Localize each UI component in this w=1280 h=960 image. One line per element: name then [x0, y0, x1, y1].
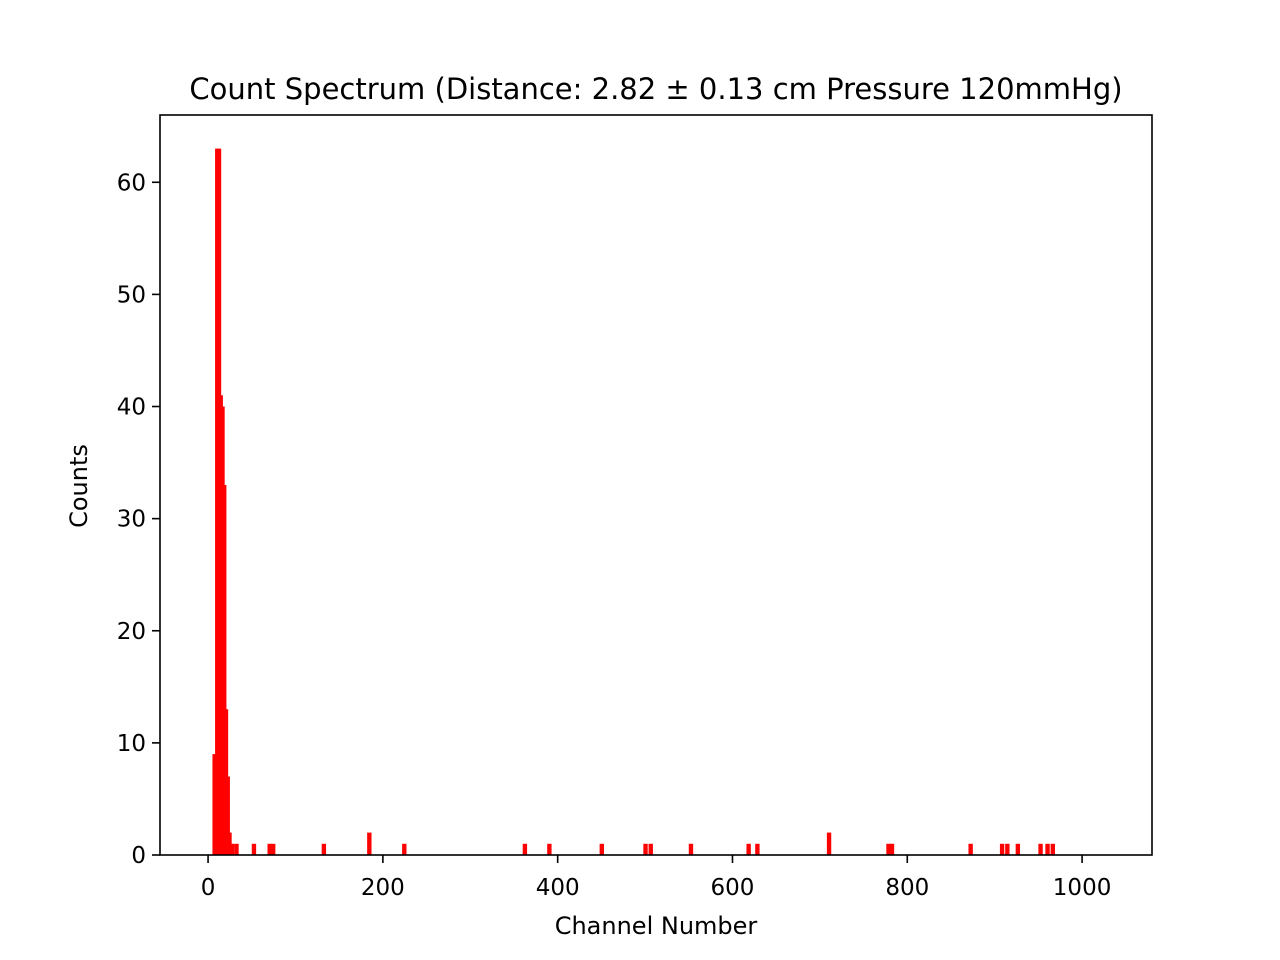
x-axis-ticks: 0 200 400 600 800 1000: [201, 855, 1112, 901]
histogram-bar: [643, 843, 648, 855]
histogram-bar: [321, 843, 327, 855]
histogram-bar: [267, 843, 272, 855]
histogram-bar: [402, 843, 407, 855]
histogram-bar: [234, 843, 239, 855]
histogram-bar: [889, 843, 895, 855]
histogram-bar: [826, 832, 832, 855]
y-tick-label: 50: [117, 282, 146, 308]
x-tick-label: 800: [885, 875, 929, 901]
chart-title: Count Spectrum (Distance: 2.82 ± 0.13 cm…: [189, 72, 1122, 106]
histogram-bar: [251, 843, 257, 855]
x-axis-label: Channel Number: [555, 912, 758, 940]
x-tick-label: 600: [711, 875, 755, 901]
x-tick-label: 400: [536, 875, 580, 901]
histogram-bar: [271, 843, 276, 855]
histogram-bar: [999, 843, 1005, 855]
histogram-bar: [522, 843, 528, 855]
x-tick-label: 1000: [1053, 875, 1112, 901]
histogram-bar: [547, 843, 552, 855]
histogram-bar: [886, 843, 891, 855]
histogram-bar: [212, 754, 217, 855]
y-tick-label: 60: [117, 170, 146, 196]
y-axis-ticks: 0 10 20 30 40 50 60: [117, 170, 160, 869]
histogram-bar: [648, 843, 653, 855]
histogram-bar: [367, 832, 372, 855]
histogram-bar: [1045, 843, 1050, 855]
histogram-bar: [599, 843, 604, 855]
histogram-bar: [1038, 843, 1043, 855]
y-tick-label: 10: [117, 731, 146, 757]
y-tick-label: 40: [117, 395, 146, 421]
histogram-bar: [1050, 843, 1055, 855]
histogram-bar: [688, 843, 694, 855]
histogram-bar: [968, 843, 973, 855]
histogram-bar: [225, 776, 230, 855]
bar-series: [212, 148, 1055, 855]
histogram-bar: [1015, 843, 1021, 855]
histogram-bar: [746, 843, 751, 855]
y-tick-label: 30: [117, 507, 146, 533]
plot-area-frame: [159, 114, 1153, 856]
x-tick-label: 200: [361, 875, 405, 901]
histogram-bar: [222, 485, 227, 855]
y-tick-label: 0: [131, 843, 146, 869]
x-tick-label: 0: [201, 875, 216, 901]
histogram-bar: [227, 832, 232, 855]
histogram-bar: [755, 843, 760, 855]
histogram-bar: [229, 843, 235, 855]
histogram-bar: [1005, 843, 1010, 855]
y-axis-label: Counts: [65, 444, 93, 528]
y-tick-label: 20: [117, 619, 146, 645]
